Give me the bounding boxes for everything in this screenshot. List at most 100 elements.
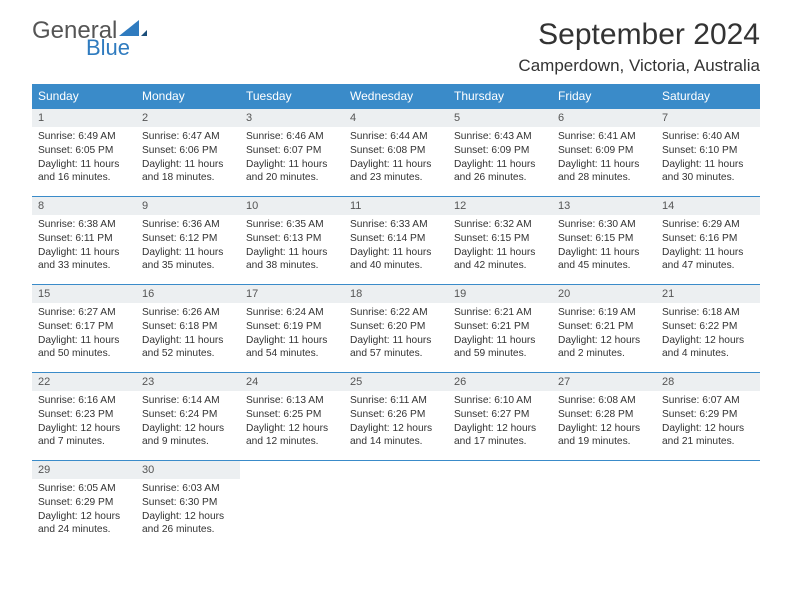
day-details: Sunrise: 6:46 AMSunset: 6:07 PMDaylight:…	[240, 127, 344, 191]
logo-text-blue: Blue	[86, 37, 147, 59]
sunrise-text: Sunrise: 6:29 AM	[662, 218, 754, 232]
day-number: 27	[552, 373, 656, 391]
sunset-text: Sunset: 6:29 PM	[38, 496, 130, 510]
day-cell: 1Sunrise: 6:49 AMSunset: 6:05 PMDaylight…	[32, 109, 136, 197]
day-cell: 22Sunrise: 6:16 AMSunset: 6:23 PMDayligh…	[32, 373, 136, 461]
sunrise-text: Sunrise: 6:05 AM	[38, 482, 130, 496]
daylight-text: Daylight: 12 hours and 4 minutes.	[662, 334, 754, 362]
title-block: September 2024 Camperdown, Victoria, Aus…	[518, 18, 760, 76]
week-row: 15 Sunrise: 6:27 AMSunset: 6:17 PM Dayligh…	[32, 285, 760, 373]
sunrise-text: Sunrise: 6:11 AM	[350, 394, 442, 408]
week-row: 22Sunrise: 6:16 AMSunset: 6:23 PMDayligh…	[32, 373, 760, 461]
day-details: Sunrise: 6:11 AMSunset: 6:26 PMDaylight:…	[344, 391, 448, 455]
daylight-text: Daylight: 12 hours and 9 minutes.	[142, 422, 234, 450]
sunset-text: Sunset: 6:22 PM	[662, 320, 754, 334]
daylight-text: Daylight: 11 hours and 30 minutes.	[662, 158, 754, 186]
sunset-text: Sunset: 6:24 PM	[142, 408, 234, 422]
day-details: Sunrise: 6:40 AMSunset: 6:10 PMDaylight:…	[656, 127, 760, 191]
day-number: 16	[136, 285, 240, 303]
day-number: 17	[240, 285, 344, 303]
sunset-text: Sunset: 6:13 PM	[246, 232, 338, 246]
day-details: Sunrise: 6:32 AMSunset: 6:15 PMDaylight:…	[448, 215, 552, 279]
day-details: Sunrise: 6:05 AMSunset: 6:29 PMDaylight:…	[32, 479, 136, 543]
daylight-text: Daylight: 12 hours and 2 minutes.	[558, 334, 650, 362]
day-number: 25	[344, 373, 448, 391]
sunset-text: Sunset: 6:28 PM	[558, 408, 650, 422]
day-details: Sunrise: 6:16 AMSunset: 6:23 PMDaylight:…	[32, 391, 136, 455]
sunrise-text: Sunrise: 6:27 AM	[38, 306, 130, 320]
day-cell: 15Sunrise: 6:27 AMSunset: 6:17 PMDayligh…	[32, 285, 136, 373]
sunrise-text: Sunrise: 6:32 AM	[454, 218, 546, 232]
sunset-text: Sunset: 6:05 PM	[38, 144, 130, 158]
sunrise-text: Sunrise: 6:16 AM	[38, 394, 130, 408]
daylight-text: Daylight: 11 hours and 26 minutes.	[454, 158, 546, 186]
sunrise-text: Sunrise: 6:36 AM	[142, 218, 234, 232]
day-number: 28	[656, 373, 760, 391]
day-number: 5	[448, 109, 552, 127]
day-cell: 21Sunrise: 6:18 AMSunset: 6:22 PMDayligh…	[656, 285, 760, 373]
daylight-text: Daylight: 11 hours and 54 minutes.	[246, 334, 338, 362]
sunset-text: Sunset: 6:21 PM	[558, 320, 650, 334]
daylight-text: Daylight: 11 hours and 16 minutes.	[38, 158, 130, 186]
day-cell: 5Sunrise: 6:43 AMSunset: 6:09 PMDaylight…	[448, 109, 552, 197]
day-cell: 8Sunrise: 6:38 AMSunset: 6:11 PMDaylight…	[32, 197, 136, 285]
day-number: 20	[552, 285, 656, 303]
sunset-text: Sunset: 6:12 PM	[142, 232, 234, 246]
day-cell: 18Sunrise: 6:22 AMSunset: 6:20 PMDayligh…	[344, 285, 448, 373]
day-number: 8	[32, 197, 136, 215]
sunset-text: Sunset: 6:21 PM	[454, 320, 546, 334]
day-details: Sunrise: 6:36 AMSunset: 6:12 PMDaylight:…	[136, 215, 240, 279]
day-number: 24	[240, 373, 344, 391]
daylight-text: Daylight: 12 hours and 17 minutes.	[454, 422, 546, 450]
day-number: 19	[448, 285, 552, 303]
day-cell: 28Sunrise: 6:07 AMSunset: 6:29 PMDayligh…	[656, 373, 760, 461]
day-details: Sunrise: 6:07 AMSunset: 6:29 PMDaylight:…	[656, 391, 760, 455]
day-cell: 14Sunrise: 6:29 AMSunset: 6:16 PMDayligh…	[656, 197, 760, 285]
day-cell: 20Sunrise: 6:19 AMSunset: 6:21 PMDayligh…	[552, 285, 656, 373]
daylight-text: Daylight: 11 hours and 38 minutes.	[246, 246, 338, 274]
sunset-text: Sunset: 6:11 PM	[38, 232, 130, 246]
sunset-text: Sunset: 6:26 PM	[350, 408, 442, 422]
day-number: 14	[656, 197, 760, 215]
sunrise-text: Sunrise: 6:22 AM	[350, 306, 442, 320]
day-header: Sunday	[32, 84, 136, 109]
sunset-text: Sunset: 6:09 PM	[558, 144, 650, 158]
day-cell: 29Sunrise: 6:05 AMSunset: 6:29 PMDayligh…	[32, 461, 136, 549]
day-cell: 24Sunrise: 6:13 AMSunset: 6:25 PMDayligh…	[240, 373, 344, 461]
day-number: 10	[240, 197, 344, 215]
daylight-text: Daylight: 11 hours and 57 minutes.	[350, 334, 442, 362]
day-number: 2	[136, 109, 240, 127]
day-details: Sunrise: 6:18 AMSunset: 6:22 PMDaylight:…	[656, 303, 760, 367]
sunrise-text: Sunrise: 6:18 AM	[662, 306, 754, 320]
day-header: Monday	[136, 84, 240, 109]
sunset-text: Sunset: 6:16 PM	[662, 232, 754, 246]
day-number: 15	[32, 285, 136, 303]
day-number: 29	[32, 461, 136, 479]
sunrise-text: Sunrise: 6:40 AM	[662, 130, 754, 144]
day-number: 3	[240, 109, 344, 127]
day-number: 18	[344, 285, 448, 303]
sunset-text: Sunset: 6:08 PM	[350, 144, 442, 158]
page-header: General Blue September 2024 Camperdown, …	[32, 18, 760, 76]
sunrise-text: Sunrise: 6:44 AM	[350, 130, 442, 144]
day-cell: 7Sunrise: 6:40 AMSunset: 6:10 PMDaylight…	[656, 109, 760, 197]
day-details: Sunrise: 6:26 AMSunset: 6:18 PMDaylight:…	[136, 303, 240, 367]
day-header: Friday	[552, 84, 656, 109]
daylight-text: Daylight: 11 hours and 35 minutes.	[142, 246, 234, 274]
day-cell: 16Sunrise: 6:26 AMSunset: 6:18 PMDayligh…	[136, 285, 240, 373]
day-details: Sunrise: 6:13 AMSunset: 6:25 PMDaylight:…	[240, 391, 344, 455]
day-details: Sunrise: 6:21 AMSunset: 6:21 PMDaylight:…	[448, 303, 552, 367]
day-cell: 27Sunrise: 6:08 AMSunset: 6:28 PMDayligh…	[552, 373, 656, 461]
daylight-text: Daylight: 11 hours and 23 minutes.	[350, 158, 442, 186]
sunset-text: Sunset: 6:30 PM	[142, 496, 234, 510]
day-details: Sunrise: 6:43 AMSunset: 6:09 PMDaylight:…	[448, 127, 552, 191]
day-header: Tuesday	[240, 84, 344, 109]
sunset-text: Sunset: 6:17 PM	[38, 320, 130, 334]
daylight-text: Daylight: 12 hours and 7 minutes.	[38, 422, 130, 450]
sunset-text: Sunset: 6:15 PM	[454, 232, 546, 246]
day-details: Sunrise: 6:24 AMSunset: 6:19 PMDaylight:…	[240, 303, 344, 367]
sunrise-text: Sunrise: 6:26 AM	[142, 306, 234, 320]
day-details: Sunrise: 6:14 AMSunset: 6:24 PMDaylight:…	[136, 391, 240, 455]
daylight-text: Daylight: 12 hours and 26 minutes.	[142, 510, 234, 538]
day-cell: 12Sunrise: 6:32 AMSunset: 6:15 PMDayligh…	[448, 197, 552, 285]
